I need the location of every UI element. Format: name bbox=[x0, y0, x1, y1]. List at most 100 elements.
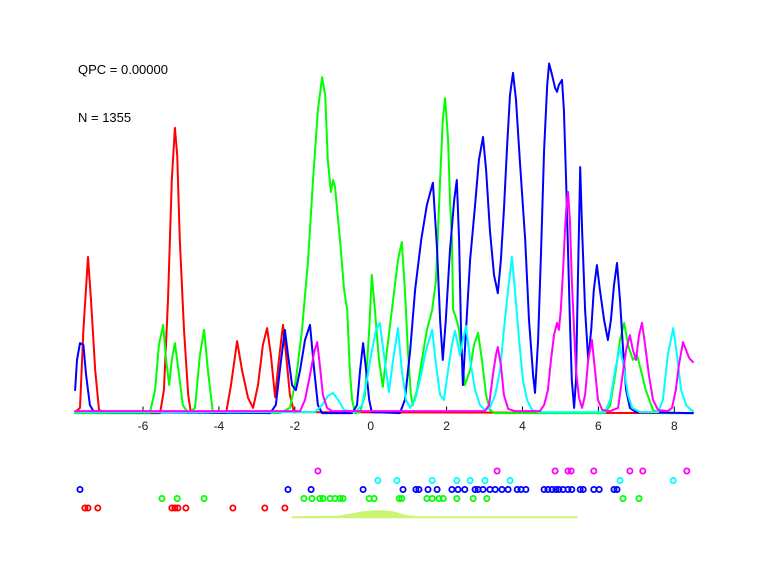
rug-dots-group bbox=[76, 467, 691, 512]
rug-dot-cyan bbox=[616, 476, 624, 484]
rug-row-blue bbox=[76, 485, 621, 493]
rug-dot-cyan bbox=[393, 476, 401, 484]
rug-dot-red bbox=[261, 504, 269, 512]
rug-dot-magenta bbox=[314, 467, 322, 475]
rug-dot-red bbox=[81, 504, 89, 512]
x-tick-label: 4 bbox=[519, 419, 526, 433]
rug-dot-blue bbox=[433, 485, 441, 493]
rug-dot-blue bbox=[461, 485, 469, 493]
rug-dot-red bbox=[171, 504, 179, 512]
rug-dot-blue bbox=[448, 485, 456, 493]
rug-dot-blue bbox=[590, 485, 598, 493]
rug-dot-red bbox=[168, 504, 176, 512]
rug-dot-blue bbox=[564, 485, 572, 493]
rug-dot-red bbox=[174, 504, 182, 512]
rug-dot-green bbox=[428, 494, 436, 502]
rug-dot-blue bbox=[579, 485, 587, 493]
rug-dot-blue bbox=[548, 485, 556, 493]
rug-dot-cyan bbox=[453, 476, 461, 484]
rug-dot-green bbox=[395, 494, 403, 502]
rug-dot-magenta bbox=[564, 467, 572, 475]
rug-dot-cyan bbox=[466, 476, 474, 484]
rug-dot-cyan bbox=[669, 476, 677, 484]
rug-dot-red bbox=[229, 504, 237, 512]
rug-dot-blue bbox=[399, 485, 407, 493]
rug-dot-blue bbox=[504, 485, 512, 493]
rug-dot-magenta bbox=[639, 467, 647, 475]
rug-dot-red bbox=[281, 504, 289, 512]
rug-dot-blue bbox=[595, 485, 603, 493]
annotation-qpc: QPC = 0.00000 bbox=[78, 62, 168, 77]
x-tick-label: 0 bbox=[367, 419, 374, 433]
rug-dot-green bbox=[200, 494, 208, 502]
x-tick-label: 6 bbox=[595, 419, 602, 433]
rug-dot-magenta bbox=[551, 467, 559, 475]
rug-dot-blue bbox=[479, 485, 487, 493]
rug-dot-red bbox=[94, 504, 102, 512]
rug-dot-blue bbox=[424, 485, 432, 493]
rug-dot-green bbox=[300, 494, 308, 502]
series-group bbox=[74, 62, 694, 415]
rug-dot-green bbox=[339, 494, 347, 502]
rug-dot-magenta bbox=[493, 467, 501, 475]
x-axis-labels: -6 -4 -2 0 2 4 6 8 bbox=[138, 419, 678, 433]
rug-dot-blue bbox=[284, 485, 292, 493]
rug-dot-green bbox=[483, 494, 491, 502]
rug-dot-blue bbox=[513, 485, 521, 493]
rug-dot-blue bbox=[491, 485, 499, 493]
annotation-block: QPC = 0.00000 N = 1355 bbox=[78, 30, 168, 158]
rug-dot-green bbox=[469, 494, 477, 502]
rug-dot-blue bbox=[552, 485, 560, 493]
rug-dot-blue bbox=[359, 485, 367, 493]
rug-dot-blue bbox=[415, 485, 423, 493]
series-line-magenta bbox=[74, 190, 694, 413]
rug-dot-blue bbox=[568, 485, 576, 493]
rug-dot-green bbox=[453, 494, 461, 502]
rug-dot-blue bbox=[307, 485, 315, 493]
rug-row-red bbox=[81, 504, 289, 512]
x-tick-label: 2 bbox=[443, 419, 450, 433]
rug-dot-blue bbox=[412, 485, 420, 493]
rug-dot-green bbox=[370, 494, 378, 502]
x-tick-label: -2 bbox=[289, 419, 300, 433]
rug-dot-green bbox=[316, 494, 324, 502]
rug-dot-blue bbox=[471, 485, 479, 493]
rug-dot-cyan bbox=[481, 476, 489, 484]
rug-dot-green bbox=[439, 494, 447, 502]
rug-dot-blue bbox=[454, 485, 462, 493]
rug-dot-blue bbox=[576, 485, 584, 493]
rug-dot-green bbox=[308, 494, 316, 502]
rug-dot-cyan bbox=[506, 476, 514, 484]
rug-dot-red bbox=[84, 504, 92, 512]
rug-row-green bbox=[158, 494, 643, 502]
series-line-cyan bbox=[74, 256, 694, 414]
rug-dot-blue bbox=[498, 485, 506, 493]
rug-dot-magenta bbox=[590, 467, 598, 475]
rug-dot-green bbox=[398, 494, 406, 502]
rug-dot-cyan bbox=[374, 476, 382, 484]
rug-dot-blue bbox=[540, 485, 548, 493]
rug-dot-green bbox=[635, 494, 643, 502]
rug-dot-blue bbox=[555, 485, 563, 493]
rug-row-magenta bbox=[314, 467, 691, 475]
rug-dot-blue bbox=[610, 485, 618, 493]
rug-dot-green bbox=[619, 494, 627, 502]
kde-strip bbox=[291, 510, 578, 519]
x-tick-label: -6 bbox=[138, 419, 149, 433]
rug-dot-blue bbox=[544, 485, 552, 493]
rug-dot-magenta bbox=[567, 467, 575, 475]
rug-row-cyan bbox=[374, 476, 677, 484]
rug-dot-magenta bbox=[683, 467, 691, 475]
rug-dot-magenta bbox=[626, 467, 634, 475]
rug-dot-cyan bbox=[428, 476, 436, 484]
rug-dot-green bbox=[319, 494, 327, 502]
rug-dot-green bbox=[158, 494, 166, 502]
rug-dot-green bbox=[336, 494, 344, 502]
annotation-n: N = 1355 bbox=[78, 110, 132, 125]
rug-dot-green bbox=[173, 494, 181, 502]
rug-dot-blue bbox=[522, 485, 530, 493]
rug-dot-green bbox=[435, 494, 443, 502]
x-tick-label: 8 bbox=[671, 419, 678, 433]
